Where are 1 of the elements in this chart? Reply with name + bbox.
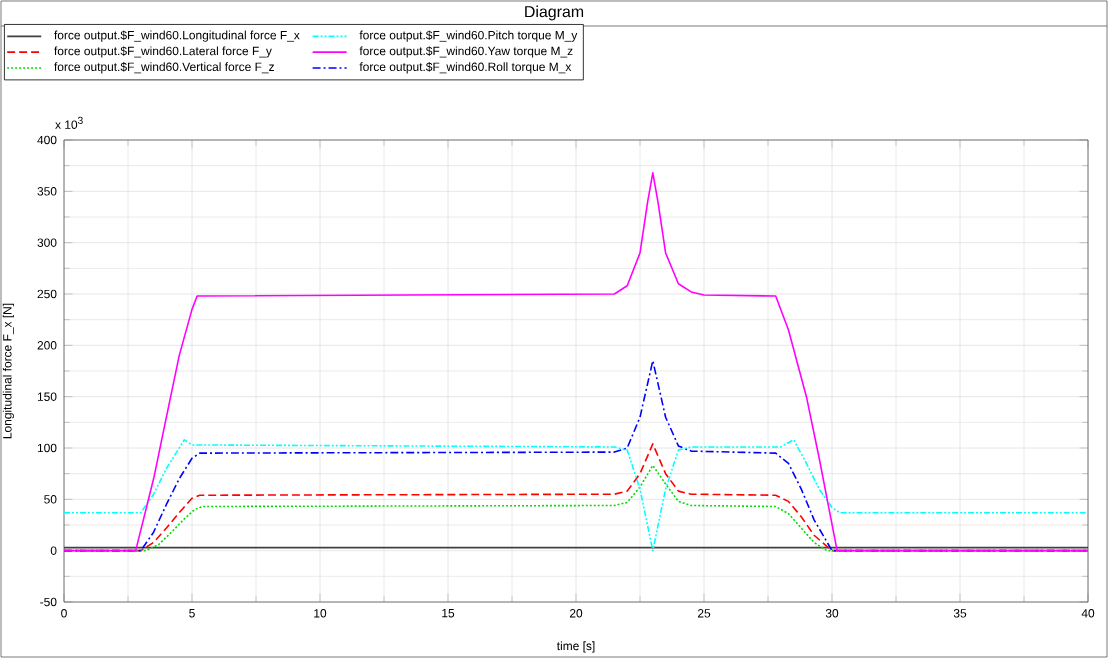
line-series bbox=[64, 172, 1089, 552]
